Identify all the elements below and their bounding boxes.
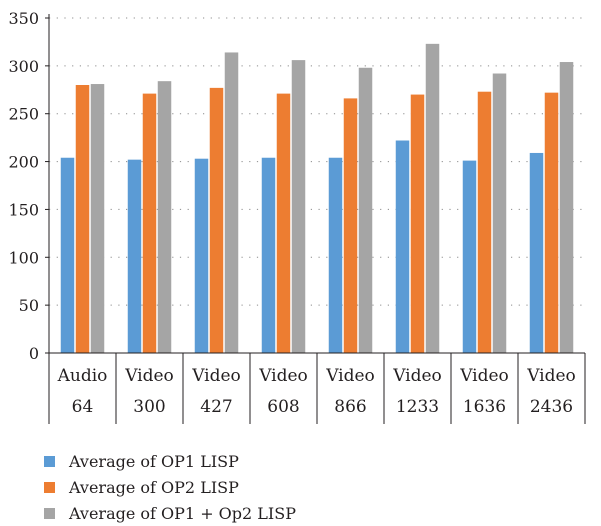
x-category-label-top: Video <box>526 366 576 386</box>
legend-swatch-op2 <box>44 481 55 493</box>
x-category-label-bottom: 2436 <box>530 397 573 417</box>
bar <box>492 73 507 353</box>
bar <box>157 81 172 354</box>
y-tick-label: 100 <box>8 248 39 267</box>
legend-item-op1-op2: Average of OP1 + Op2 LISP <box>44 500 296 526</box>
y-tick-label: 250 <box>8 105 39 124</box>
bar <box>462 160 477 353</box>
bar-chart: 0 50 100 150 200 250 300 350 Audio 64 Video 300 Vide… <box>8 9 586 424</box>
bar <box>544 92 559 354</box>
bar <box>343 98 358 354</box>
y-tick-label: 0 <box>29 344 39 363</box>
x-category-label-bottom: 64 <box>72 397 94 417</box>
y-tick-label: 200 <box>8 153 39 172</box>
x-category-label-top: Video <box>124 366 174 386</box>
x-category-label-bottom: 300 <box>133 397 165 417</box>
legend-label-op2: Average of OP2 LISP <box>69 477 239 497</box>
y-tick-label: 50 <box>19 296 39 315</box>
bar <box>261 157 276 353</box>
bar <box>395 140 410 353</box>
x-category-label-bottom: 1636 <box>463 397 506 417</box>
bar <box>328 157 343 353</box>
bar <box>559 62 574 354</box>
bar <box>529 152 544 353</box>
bar <box>209 87 224 353</box>
x-category-label-top: Video <box>392 366 442 386</box>
x-category-label-bottom: 1233 <box>396 397 439 417</box>
bar <box>194 158 209 353</box>
x-category-label-top: Audio <box>57 366 108 386</box>
y-tick-label: 350 <box>8 9 39 28</box>
bar <box>75 85 90 353</box>
bar <box>90 84 105 354</box>
x-category-label-bottom: 427 <box>200 397 232 417</box>
x-category-label-bottom: 866 <box>334 397 366 417</box>
x-category-label-bottom: 608 <box>267 397 299 417</box>
legend-item-op2: Average of OP2 LISP <box>44 474 296 500</box>
x-category-label-top: Video <box>258 366 308 386</box>
bar <box>410 94 425 354</box>
legend-label-op1-op2: Average of OP1 + Op2 LISP <box>69 503 296 523</box>
x-category-label-top: Video <box>459 366 509 386</box>
bar <box>425 43 440 353</box>
bar <box>142 93 157 353</box>
bar <box>60 157 75 353</box>
legend-label-op1: Average of OP1 LISP <box>69 451 239 471</box>
y-tick-label: 150 <box>8 200 39 219</box>
bar <box>358 67 373 354</box>
x-category-label-top: Video <box>191 366 241 386</box>
legend-swatch-op1-op2 <box>44 507 55 519</box>
bar <box>276 93 291 353</box>
legend: Average of OP1 LISP Average of OP2 LISP … <box>44 448 296 526</box>
bar <box>127 159 142 353</box>
bar <box>224 52 239 353</box>
legend-item-op1: Average of OP1 LISP <box>44 448 296 474</box>
bar <box>291 60 306 353</box>
bar <box>477 91 492 353</box>
x-category-label-top: Video <box>325 366 375 386</box>
legend-swatch-op1 <box>44 455 55 467</box>
y-tick-label: 300 <box>8 57 39 76</box>
